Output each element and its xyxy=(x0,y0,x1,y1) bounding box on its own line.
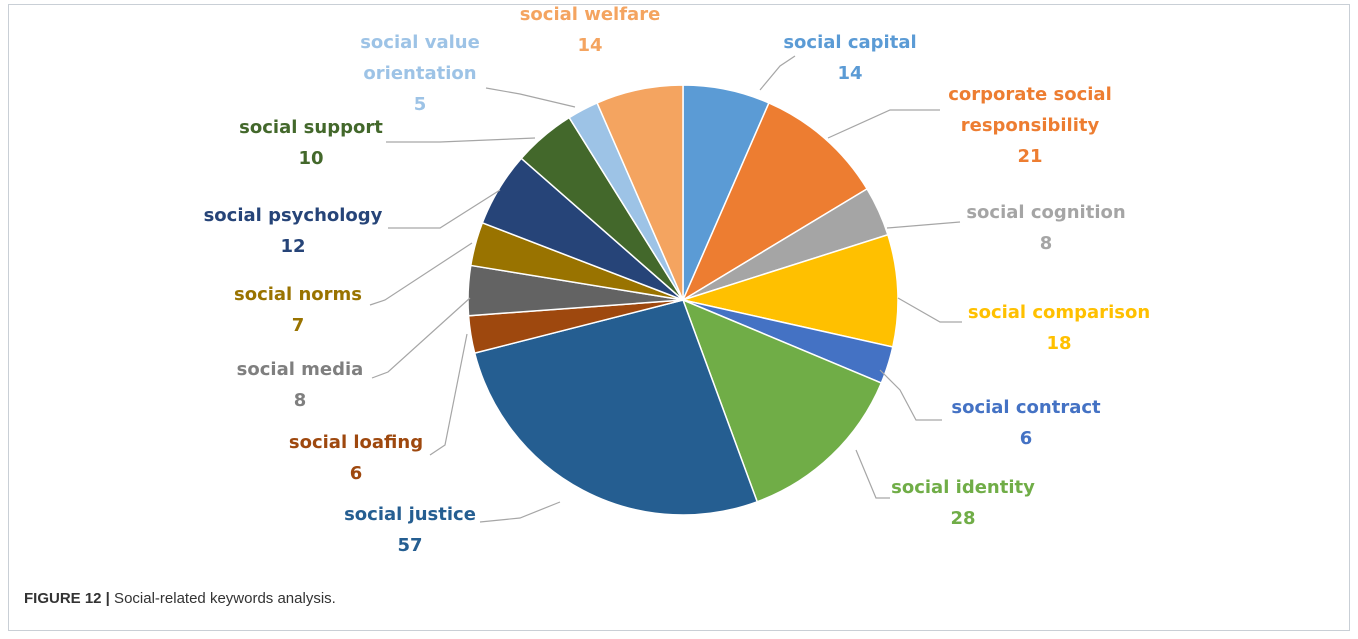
pie-slices xyxy=(467,84,899,516)
leader-social-capital xyxy=(759,55,796,91)
figure-number: FIGURE 12 | xyxy=(24,590,110,607)
value-label-social-loafing: 6 xyxy=(350,463,363,484)
value-label-corporate-social-responsibility: 21 xyxy=(1017,146,1042,167)
slice-label-social-justice: social justice xyxy=(344,504,476,525)
slice-label-social-media: social media xyxy=(237,359,364,380)
leader-social-cognition xyxy=(886,221,961,229)
slice-corporate-social-responsibility xyxy=(681,101,869,302)
value-label-social-identity: 28 xyxy=(950,508,975,529)
value-label-social-value-orientation: 5 xyxy=(414,94,427,115)
slice-label-social-loafing: social loafing xyxy=(289,432,423,453)
leader-social-loafing xyxy=(429,333,468,456)
value-label-social-justice: 57 xyxy=(397,535,422,556)
slice-label-social-support: social support xyxy=(239,117,383,138)
slice-labels: social capital 14 corporate social responsi… xyxy=(204,4,1151,556)
leader-social-psychology xyxy=(388,189,501,229)
slice-label-corporate-social-responsibility: corporate social xyxy=(948,84,1112,105)
slice-label-social-cognition: social cognition xyxy=(966,202,1125,223)
leader-social-support xyxy=(386,137,536,143)
slice-social-justice xyxy=(473,299,759,516)
leader-social-contract xyxy=(879,369,942,421)
slice-label-social-capital: social capital xyxy=(783,32,916,53)
leader-social-comparison xyxy=(897,297,962,323)
slice-label-social-norms: social norms xyxy=(234,284,362,305)
slice-label-social-psychology: social psychology xyxy=(204,205,383,226)
slice-label-social-welfare: social welfare xyxy=(520,4,661,25)
value-label-social-psychology: 12 xyxy=(280,236,305,257)
slice-social-identity xyxy=(681,298,883,503)
slice-social-welfare xyxy=(596,84,684,301)
leader-social-identity xyxy=(855,449,890,499)
slice-label-social-value-orientation: social value xyxy=(360,32,480,53)
slice-label-social-contract: social contract xyxy=(951,397,1101,418)
slice-label-social-identity: social identity xyxy=(891,477,1035,498)
value-label-social-welfare: 14 xyxy=(577,35,602,56)
figure-caption: FIGURE 12 | Social-related keywords anal… xyxy=(24,590,336,607)
value-label-social-contract: 6 xyxy=(1020,428,1033,449)
value-label-social-comparison: 18 xyxy=(1046,333,1071,354)
caption-text: Social-related keywords analysis. xyxy=(109,590,336,607)
leader-social-value-orientation xyxy=(485,87,576,108)
value-label-social-capital: 14 xyxy=(837,63,862,84)
value-label-social-cognition: 8 xyxy=(1040,233,1053,254)
slice-label-social-comparison: social comparison xyxy=(968,302,1150,323)
slice-social-comparison xyxy=(680,233,899,348)
value-label-social-norms: 7 xyxy=(292,315,305,336)
slice-label-social-value-orientation: orientation xyxy=(363,63,476,84)
leader-social-media xyxy=(371,297,471,379)
leader-social-norms xyxy=(369,242,473,306)
leader-social-justice xyxy=(479,501,561,523)
slice-label-corporate-social-responsibility: responsibility xyxy=(961,115,1100,136)
leader-lines xyxy=(369,55,962,523)
value-label-social-support: 10 xyxy=(298,148,323,169)
value-label-social-media: 8 xyxy=(294,390,307,411)
leader-corporate-social-responsibility xyxy=(827,109,940,139)
